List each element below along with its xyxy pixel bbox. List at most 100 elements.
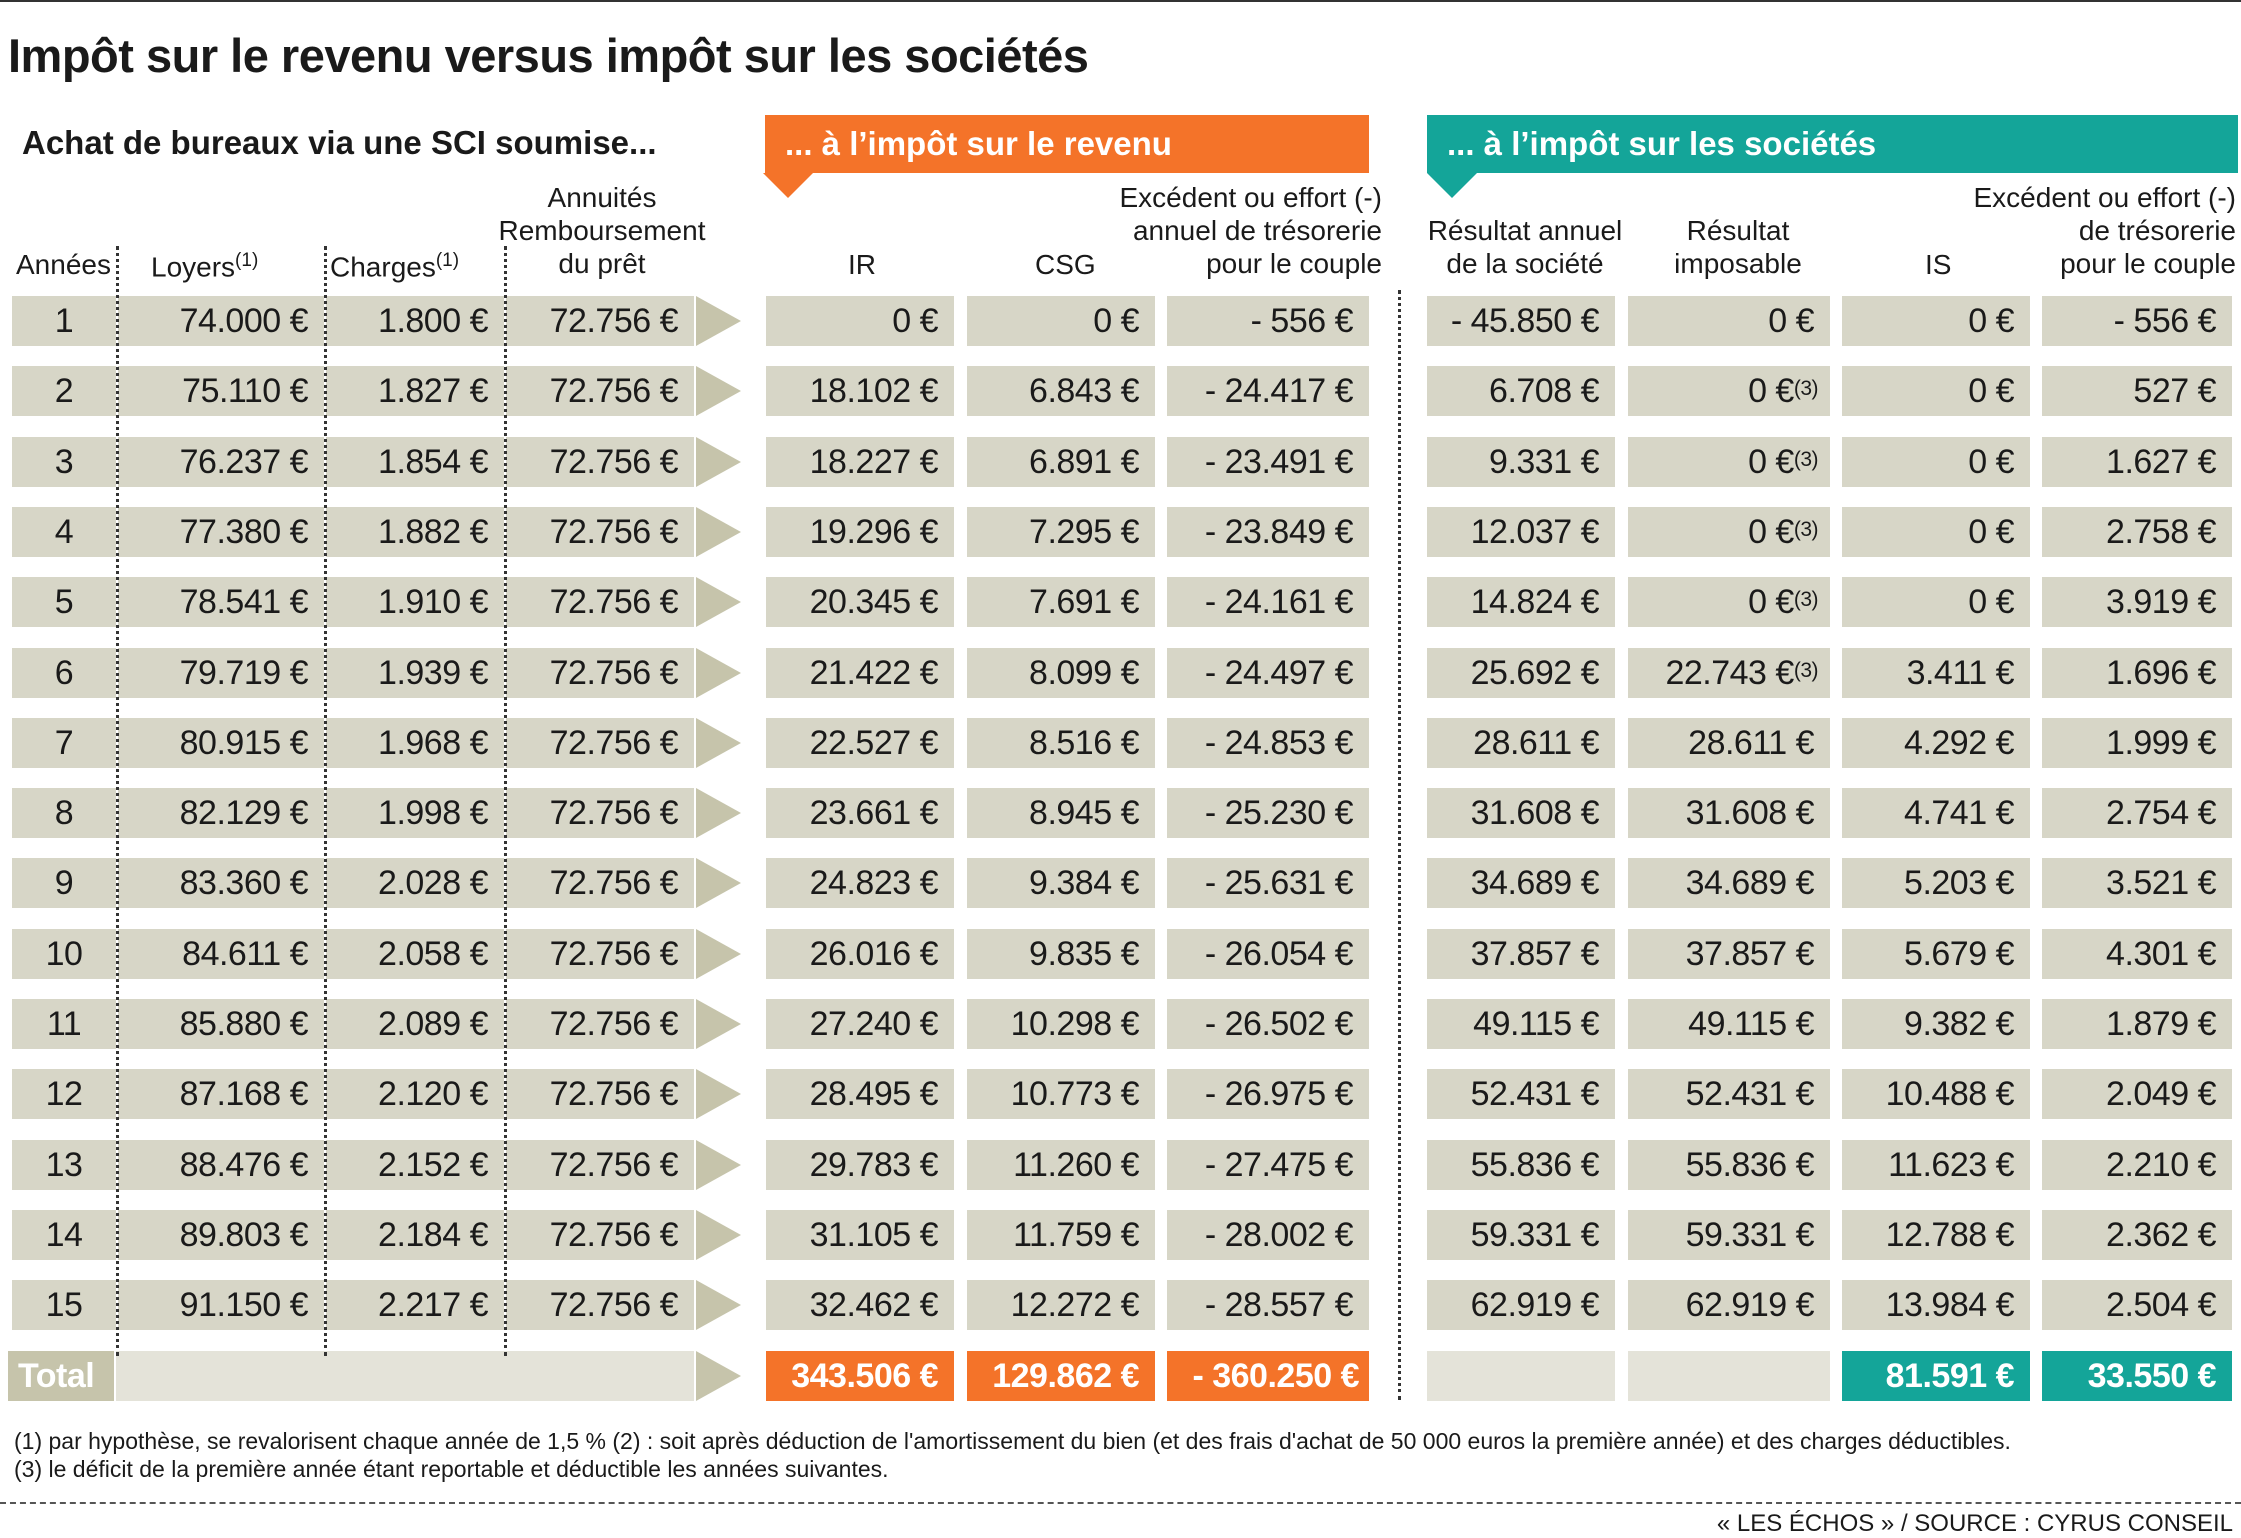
- cell-annuites-3: 72.756 €: [506, 437, 694, 487]
- cell-resultat-imposable-9: 34.689 €: [1628, 858, 1830, 908]
- cell-annee-5: 5: [12, 577, 116, 627]
- header-is: IS: [1925, 249, 1952, 280]
- note-3-mark: (3): [1793, 518, 1819, 541]
- cell-excedent-is-5: 3.919 €: [2042, 577, 2232, 627]
- cell-charges-3: 1.854 €: [326, 437, 504, 487]
- note-3-mark: (3): [1793, 377, 1819, 400]
- cell-loyers-8: 82.129 €: [118, 788, 324, 838]
- cell-loyers-5: 78.541 €: [118, 577, 324, 627]
- cell-is-6: 3.411 €: [1842, 648, 2030, 698]
- cell-annee-13: 13: [12, 1140, 116, 1190]
- cell-resultat-annuel-6: 25.692 €: [1427, 648, 1615, 698]
- row-arrow-5: [696, 577, 741, 627]
- cell-resultat-annuel-14: 59.331 €: [1427, 1210, 1615, 1260]
- cell-resultat-imposable-7: 28.611 €: [1628, 718, 1830, 768]
- total-blank-resultat: [1427, 1351, 1615, 1401]
- cell-excedent-ir-5: - 24.161 €: [1167, 577, 1369, 627]
- cell-ir-2: 18.102 €: [766, 366, 954, 416]
- cell-excedent-is-10: 4.301 €: [2042, 929, 2232, 979]
- cell-is-2: 0 €: [1842, 366, 2030, 416]
- cell-resultat-imposable-3: 0 €(3): [1628, 437, 1830, 487]
- cell-annee-15: 15: [12, 1280, 116, 1330]
- cell-ir-4: 19.296 €: [766, 507, 954, 557]
- cell-excedent-ir-15: - 28.557 €: [1167, 1280, 1369, 1330]
- top-rule: [0, 0, 2241, 2]
- row-arrow-12: [696, 1069, 741, 1119]
- cell-charges-14: 2.184 €: [326, 1210, 504, 1260]
- cell-charges-5: 1.910 €: [326, 577, 504, 627]
- cell-is-8: 4.741 €: [1842, 788, 2030, 838]
- cell-is-11: 9.382 €: [1842, 999, 2030, 1049]
- banner-impot-revenu: ... à l’impôt sur le revenu: [765, 115, 1369, 173]
- banner-is-pointer: [1427, 173, 1477, 198]
- cell-annee-3: 3: [12, 437, 116, 487]
- cell-excedent-ir-4: - 23.849 €: [1167, 507, 1369, 557]
- row-arrow-13: [696, 1140, 741, 1190]
- total-fill-left: [116, 1351, 694, 1401]
- cell-is-10: 5.679 €: [1842, 929, 2030, 979]
- row-arrow-3: [696, 437, 741, 487]
- header-charges-note: (1): [435, 250, 460, 271]
- cell-excedent-is-11: 1.879 €: [2042, 999, 2232, 1049]
- cell-ir-13: 29.783 €: [766, 1140, 954, 1190]
- cell-annuites-11: 72.756 €: [506, 999, 694, 1049]
- cell-csg-2: 6.843 €: [967, 366, 1155, 416]
- cell-charges-15: 2.217 €: [326, 1280, 504, 1330]
- cell-csg-12: 10.773 €: [967, 1069, 1155, 1119]
- cell-csg-11: 10.298 €: [967, 999, 1155, 1049]
- cell-resultat-imposable-5: 0 €(3): [1628, 577, 1830, 627]
- cell-resultat-annuel-9: 34.689 €: [1427, 858, 1615, 908]
- cell-excedent-is-1: - 556 €: [2042, 296, 2232, 346]
- cell-loyers-3: 76.237 €: [118, 437, 324, 487]
- cell-annuites-1: 72.756 €: [506, 296, 694, 346]
- total-excedent-ir: - 360.250 €: [1167, 1351, 1369, 1401]
- row-arrow-6: [696, 648, 741, 698]
- cell-excedent-is-14: 2.362 €: [2042, 1210, 2232, 1260]
- header-resultat-imposable: Résultat imposable: [1674, 215, 1802, 279]
- cell-excedent-ir-6: - 24.497 €: [1167, 648, 1369, 698]
- cell-excedent-is-8: 2.754 €: [2042, 788, 2232, 838]
- cell-excedent-ir-7: - 24.853 €: [1167, 718, 1369, 768]
- cell-loyers-2: 75.110 €: [118, 366, 324, 416]
- cell-resultat-annuel-5: 14.824 €: [1427, 577, 1615, 627]
- cell-is-3: 0 €: [1842, 437, 2030, 487]
- header-loyers: Loyers(1): [151, 250, 259, 283]
- cell-is-4: 0 €: [1842, 507, 2030, 557]
- cell-resultat-imposable-4: 0 €(3): [1628, 507, 1830, 557]
- cell-ir-14: 31.105 €: [766, 1210, 954, 1260]
- cell-excedent-is-13: 2.210 €: [2042, 1140, 2232, 1190]
- cell-resultat-imposable-6: 22.743 €(3): [1628, 648, 1830, 698]
- cell-is-7: 4.292 €: [1842, 718, 2030, 768]
- cell-csg-6: 8.099 €: [967, 648, 1155, 698]
- header-excedent-is: Excédent ou effort (-) de trésorerie pour …: [1973, 182, 2237, 279]
- cell-excedent-ir-2: - 24.417 €: [1167, 366, 1369, 416]
- column-separator-2: [324, 246, 327, 1356]
- cell-excedent-is-7: 1.999 €: [2042, 718, 2232, 768]
- cell-resultat-imposable-10: 37.857 €: [1628, 929, 1830, 979]
- cell-ir-8: 23.661 €: [766, 788, 954, 838]
- cell-excedent-ir-3: - 23.491 €: [1167, 437, 1369, 487]
- cell-annuites-8: 72.756 €: [506, 788, 694, 838]
- header-annees: Années: [16, 249, 111, 280]
- cell-resultat-imposable-14: 59.331 €: [1628, 1210, 1830, 1260]
- cell-ir-5: 20.345 €: [766, 577, 954, 627]
- column-separator-4: [1398, 290, 1401, 1400]
- cell-annee-6: 6: [12, 648, 116, 698]
- total-ir: 343.506 €: [766, 1351, 954, 1401]
- total-excedent-is: 33.550 €: [2042, 1351, 2232, 1401]
- cell-annuites-15: 72.756 €: [506, 1280, 694, 1330]
- cell-resultat-imposable-13: 55.836 €: [1628, 1140, 1830, 1190]
- cell-annuites-13: 72.756 €: [506, 1140, 694, 1190]
- cell-charges-11: 2.089 €: [326, 999, 504, 1049]
- cell-charges-8: 1.998 €: [326, 788, 504, 838]
- header-annuites: Annuités Remboursement du prêt: [498, 182, 706, 279]
- footnote-1: (1) par hypothèse, se revalorisent chaqu…: [14, 1428, 2011, 1454]
- row-arrow-9: [696, 858, 741, 908]
- cell-charges-2: 1.827 €: [326, 366, 504, 416]
- cell-is-14: 12.788 €: [1842, 1210, 2030, 1260]
- cell-loyers-7: 80.915 €: [118, 718, 324, 768]
- cell-resultat-annuel-12: 52.431 €: [1427, 1069, 1615, 1119]
- cell-loyers-9: 83.360 €: [118, 858, 324, 908]
- cell-excedent-ir-9: - 25.631 €: [1167, 858, 1369, 908]
- cell-excedent-ir-13: - 27.475 €: [1167, 1140, 1369, 1190]
